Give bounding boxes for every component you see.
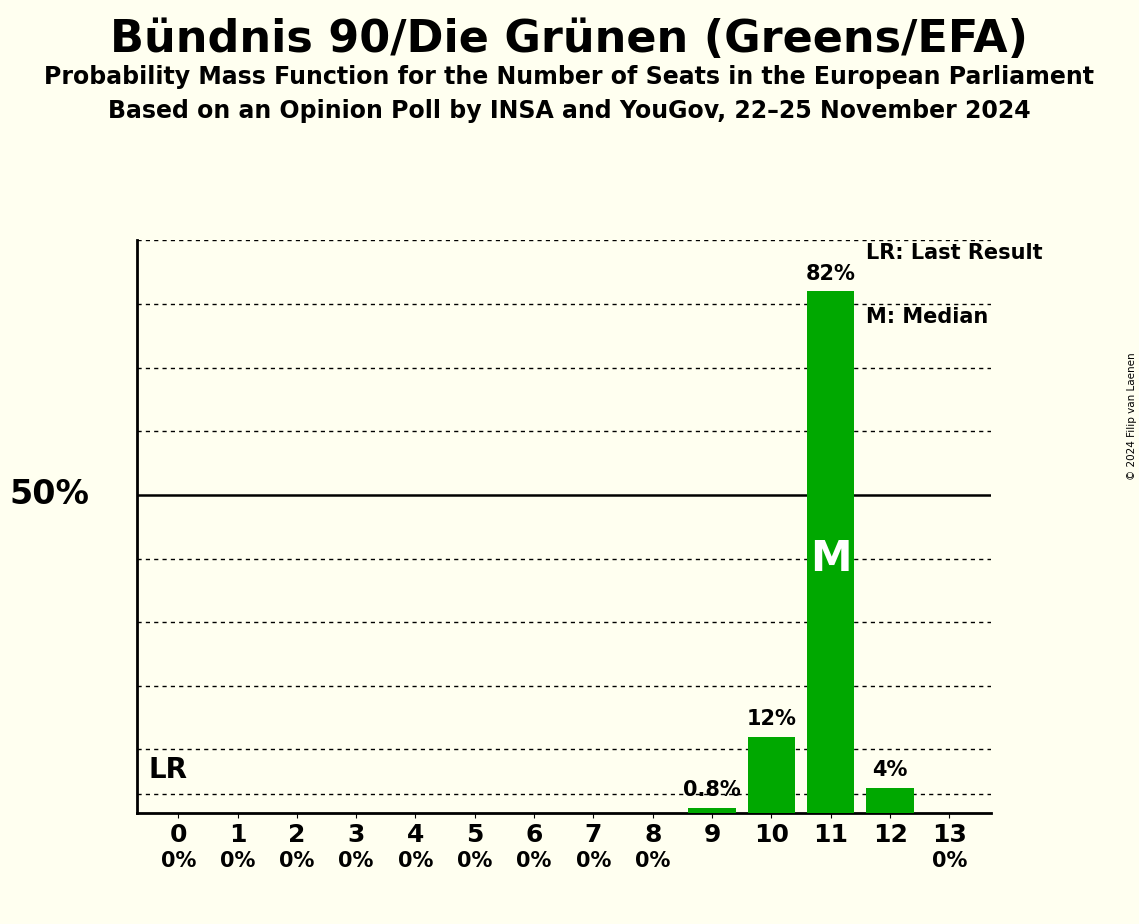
Text: LR: Last Result: LR: Last Result [867, 243, 1043, 263]
Text: 0%: 0% [576, 851, 612, 870]
Text: 82%: 82% [805, 263, 855, 284]
Text: 0%: 0% [220, 851, 255, 870]
Text: 0%: 0% [279, 851, 314, 870]
Text: M: M [810, 538, 852, 579]
Text: 0%: 0% [516, 851, 551, 870]
Text: 0%: 0% [161, 851, 196, 870]
Text: 0%: 0% [932, 851, 967, 870]
Text: M: Median: M: Median [867, 307, 989, 326]
Text: Probability Mass Function for the Number of Seats in the European Parliament: Probability Mass Function for the Number… [44, 65, 1095, 89]
Text: Based on an Opinion Poll by INSA and YouGov, 22–25 November 2024: Based on an Opinion Poll by INSA and You… [108, 99, 1031, 123]
Text: © 2024 Filip van Laenen: © 2024 Filip van Laenen [1126, 352, 1137, 480]
Text: 0%: 0% [457, 851, 492, 870]
Bar [867, 787, 913, 813]
Text: Bündnis 90/Die Grünen (Greens/EFA): Bündnis 90/Die Grünen (Greens/EFA) [110, 18, 1029, 62]
Text: 0.8%: 0.8% [683, 781, 741, 800]
Bar [688, 808, 736, 813]
Text: LR: LR [148, 757, 188, 784]
Text: 0%: 0% [636, 851, 671, 870]
Text: 4%: 4% [872, 760, 908, 780]
Text: 0%: 0% [398, 851, 433, 870]
Text: 0%: 0% [338, 851, 374, 870]
Bar [808, 291, 854, 813]
Bar [747, 736, 795, 813]
Text: 50%: 50% [9, 479, 89, 511]
Text: 12%: 12% [746, 709, 796, 729]
